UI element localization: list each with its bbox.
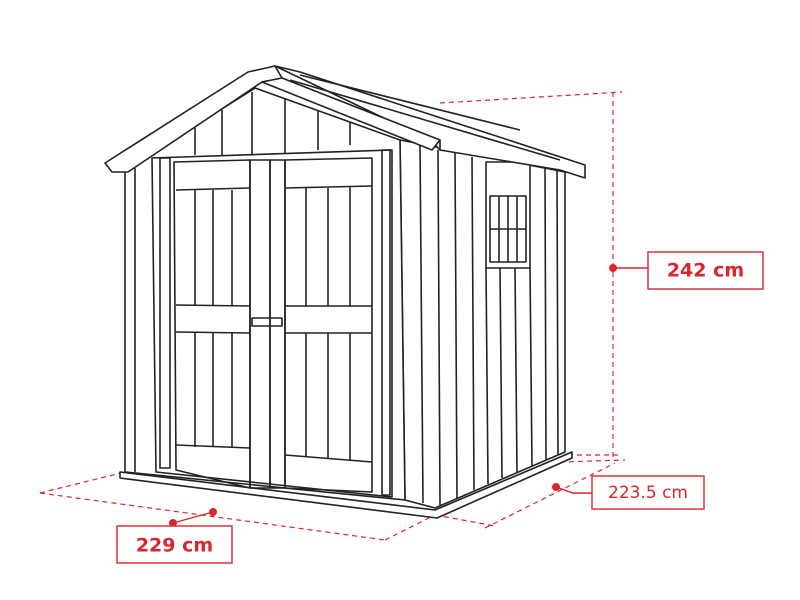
height-dimension: 242 cm: [609, 251, 764, 290]
depth-dimension: 223.5 cm: [552, 475, 705, 510]
shed: [104, 65, 586, 519]
height-label: 242 cm: [667, 260, 744, 282]
width-label: 229 cm: [136, 535, 213, 557]
dimension-lines: [39, 91, 626, 541]
width-dimension: 229 cm: [116, 508, 233, 564]
depth-label: 223.5 cm: [608, 483, 688, 503]
